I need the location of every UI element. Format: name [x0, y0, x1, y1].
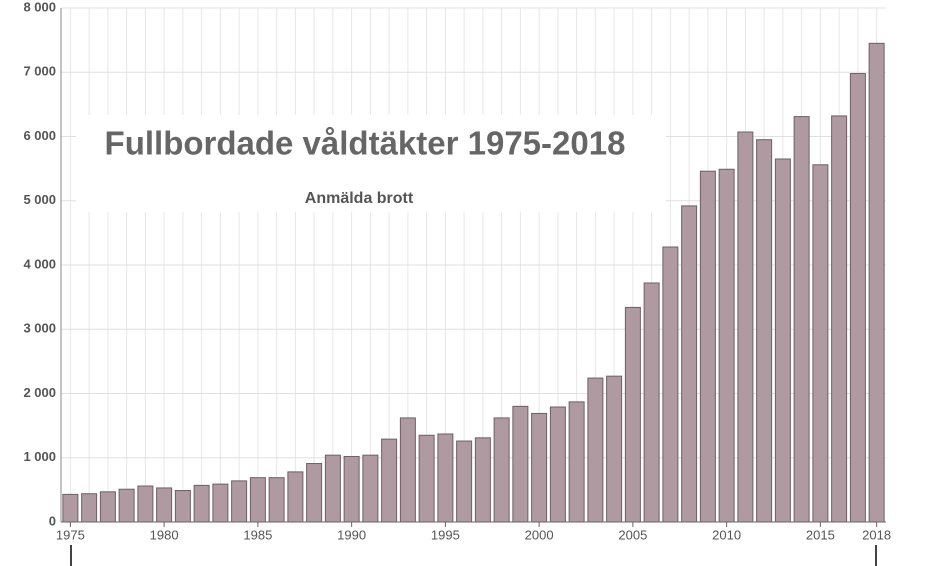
y-tick-label: 6 000 — [23, 128, 56, 143]
bar — [512, 405, 529, 523]
y-tick-label: 0 — [49, 513, 56, 528]
bar — [718, 168, 735, 523]
bar — [756, 139, 773, 523]
bar — [831, 115, 848, 523]
y-tick-label: 3 000 — [23, 321, 56, 336]
bar — [643, 282, 660, 523]
bar — [474, 437, 491, 523]
bar — [774, 158, 791, 523]
bar — [793, 116, 810, 523]
bar — [362, 454, 379, 523]
x-tick-label: 1990 — [337, 527, 366, 542]
bar — [849, 73, 866, 523]
y-tick-label: 2 000 — [23, 385, 56, 400]
bar — [212, 483, 229, 523]
bar — [343, 455, 360, 523]
bar — [81, 493, 98, 523]
bar — [381, 438, 398, 523]
bar — [118, 488, 135, 523]
bar — [137, 485, 154, 523]
bar — [306, 463, 323, 523]
bars — [62, 42, 885, 523]
x-tick-label: 2010 — [712, 527, 741, 542]
bar — [437, 433, 454, 523]
bar — [249, 477, 266, 523]
bar — [493, 417, 510, 523]
x-tick-label: 2018 — [862, 527, 891, 542]
x-tick-label: 1975 — [56, 527, 85, 542]
bar — [699, 170, 716, 523]
bar — [531, 412, 548, 523]
x-tick-label: 1995 — [431, 527, 460, 542]
bar — [456, 440, 473, 523]
y-tick-label: 8 000 — [23, 0, 56, 14]
x-tick-label: 2015 — [806, 527, 835, 542]
bar — [681, 205, 698, 523]
x-tick-label: 2000 — [525, 527, 554, 542]
bar — [568, 401, 585, 523]
y-tick-label: 7 000 — [23, 64, 56, 79]
bar — [99, 491, 116, 523]
bar — [268, 477, 285, 523]
bar — [156, 487, 173, 523]
bar — [174, 490, 191, 523]
bar — [549, 406, 566, 523]
bar — [418, 434, 435, 523]
chart-title: Fullbordade våldtäkter 1975-2018 — [105, 125, 626, 162]
x-tick-label: 2005 — [618, 527, 647, 542]
x-tick-label: 1985 — [243, 527, 272, 542]
bar — [812, 164, 829, 523]
title-box — [76, 115, 666, 212]
x-tick-label: 1980 — [150, 527, 179, 542]
bar — [868, 42, 885, 523]
y-tick-label: 5 000 — [23, 192, 56, 207]
bar — [399, 417, 416, 523]
bar — [606, 375, 623, 523]
bar — [62, 493, 79, 523]
y-tick-label: 1 000 — [23, 449, 56, 464]
bar — [324, 454, 341, 523]
bar — [662, 246, 679, 523]
chart-subtitle: Anmälda brott — [305, 190, 414, 207]
bar — [287, 471, 304, 523]
bar — [193, 484, 210, 523]
bar — [624, 306, 641, 523]
bar — [231, 480, 248, 523]
bar — [737, 131, 754, 523]
bar — [587, 377, 604, 523]
y-tick-label: 4 000 — [23, 256, 56, 271]
